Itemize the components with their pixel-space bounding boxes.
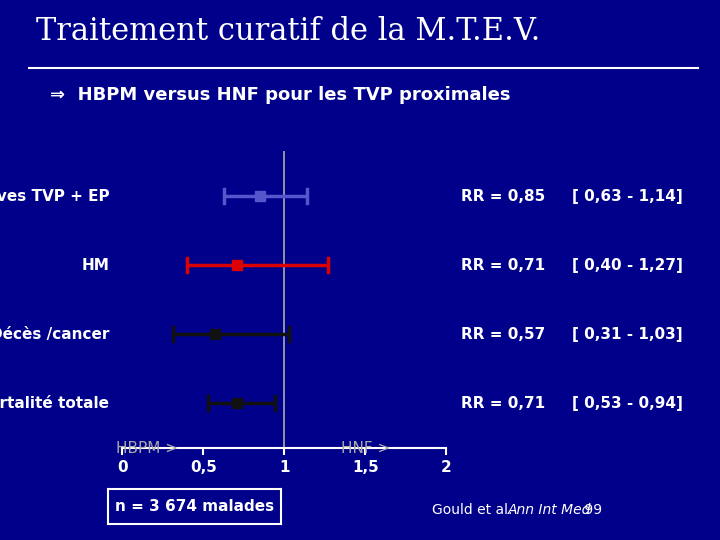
Text: RR = 0,71: RR = 0,71 [461, 258, 545, 273]
Text: Ann Int Med: Ann Int Med [508, 503, 591, 517]
Text: RR = 0,85: RR = 0,85 [461, 188, 545, 204]
Text: Gould et al.: Gould et al. [432, 503, 517, 517]
Text: [ 0,40 - 1,27]: [ 0,40 - 1,27] [572, 258, 683, 273]
Text: RR = 0,71: RR = 0,71 [461, 396, 545, 411]
Text: HM: HM [81, 258, 109, 273]
Text: HNF >: HNF > [341, 441, 390, 456]
Text: ⇒  HBPM versus HNF pour les TVP proximales: ⇒ HBPM versus HNF pour les TVP proximale… [50, 86, 511, 104]
Text: [ 0,53 - 0,94]: [ 0,53 - 0,94] [572, 396, 683, 411]
Text: récidives TVP + EP: récidives TVP + EP [0, 188, 109, 204]
Text: [ 0,31 - 1,03]: [ 0,31 - 1,03] [572, 327, 683, 342]
Text: [ 0,63 - 1,14]: [ 0,63 - 1,14] [572, 188, 683, 204]
Text: Mortalité totale: Mortalité totale [0, 396, 109, 411]
Text: Traitement curatif de la M.T.E.V.: Traitement curatif de la M.T.E.V. [36, 16, 541, 47]
Text: RR = 0,57: RR = 0,57 [461, 327, 545, 342]
Text: n = 3 674 malades: n = 3 674 malades [114, 499, 274, 514]
Text: Décès /cancer: Décès /cancer [0, 327, 109, 342]
Text: 99: 99 [580, 503, 602, 517]
Text: HBPM >: HBPM > [116, 441, 178, 456]
